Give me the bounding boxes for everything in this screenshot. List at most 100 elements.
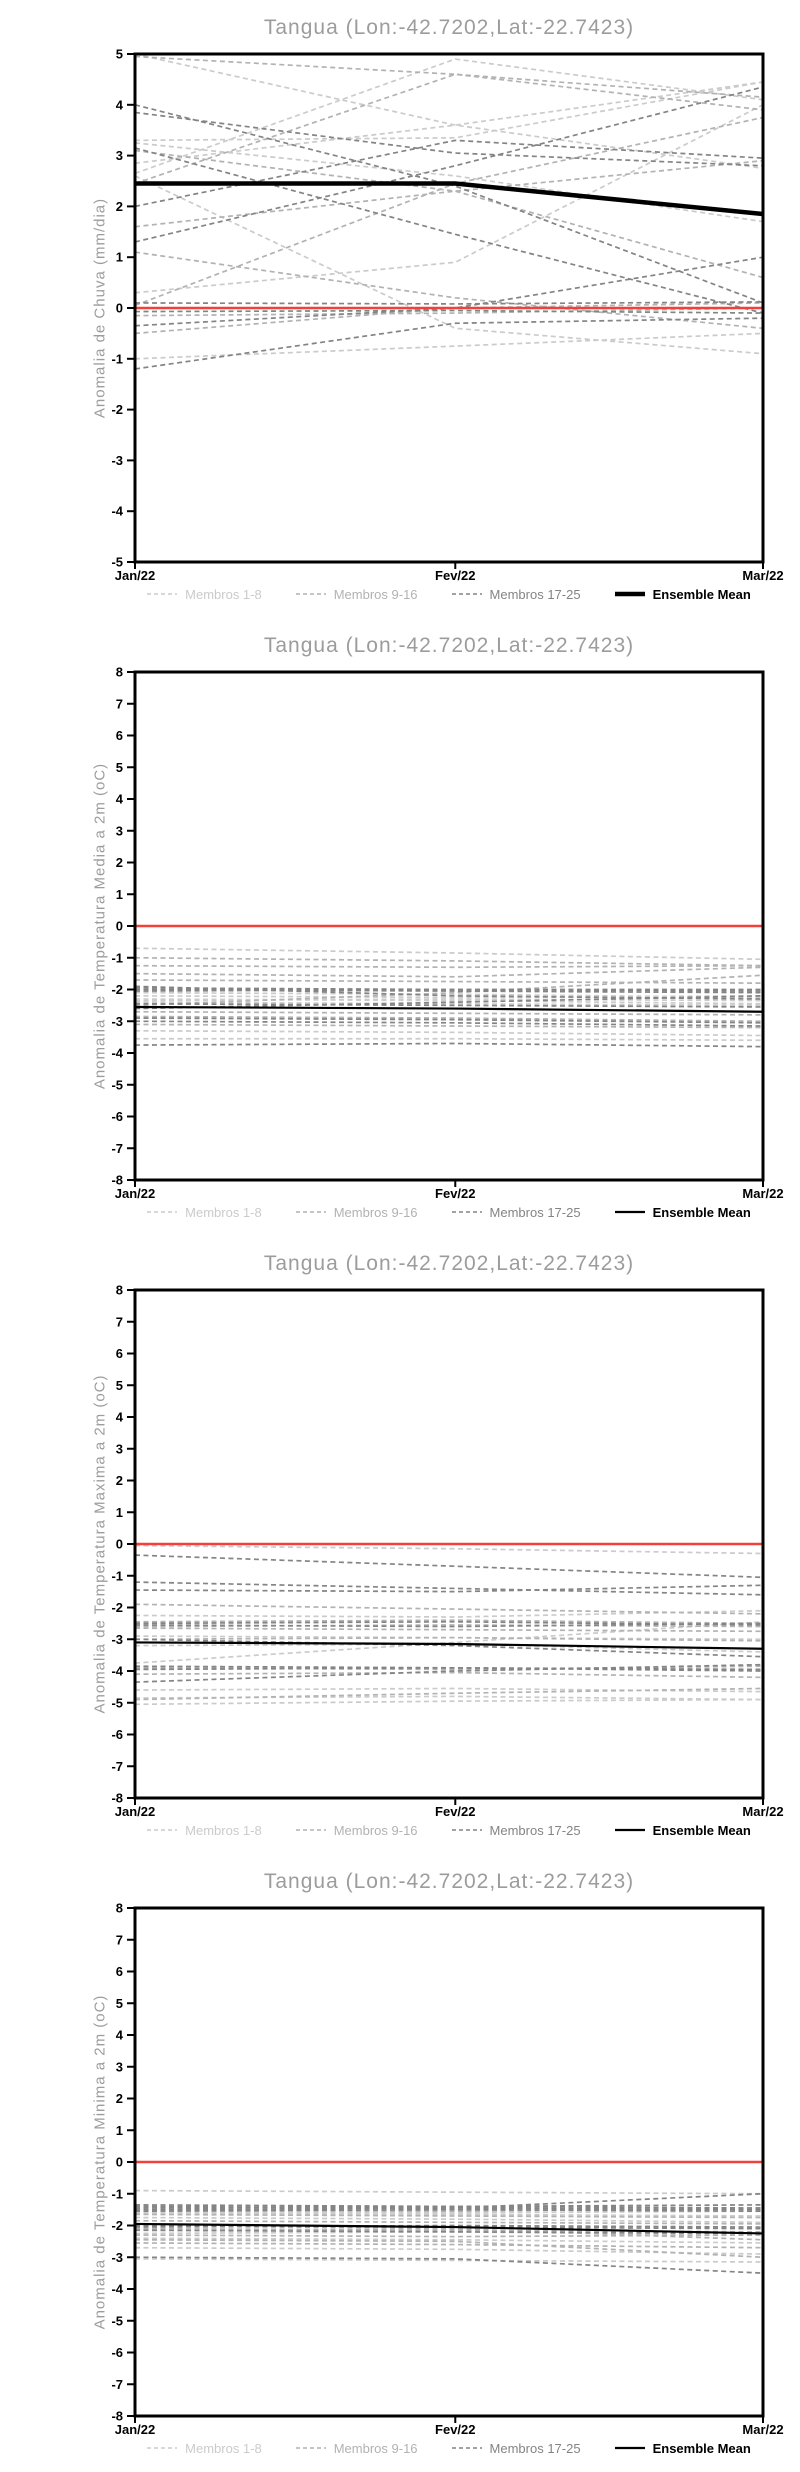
legend-label: Membros 9-16 [333, 586, 418, 602]
member-line [135, 1015, 763, 1023]
member-line [135, 1037, 763, 1042]
y-tick-label: -5 [111, 1077, 123, 1092]
member-line [135, 1620, 763, 1626]
member-line [135, 2256, 763, 2274]
dashed-line-sample-icon [147, 1211, 178, 1213]
y-tick-label: -8 [111, 1173, 123, 1188]
legend-item-membros-1-8: Membros 1-8 [147, 1205, 262, 1220]
x-tick-label: Jan/22 [115, 2422, 155, 2437]
mean-line-sample-icon [614, 1828, 645, 1832]
member-line [135, 1627, 763, 1633]
member-line [135, 256, 763, 327]
member-line [135, 1581, 763, 1596]
member-line [135, 1687, 763, 1693]
member-line [135, 979, 763, 984]
legend: Membros 1-8 Membros 9-16 Membros 17-25 Ense… [99, 2437, 799, 2459]
y-tick-label: 4 [116, 1410, 124, 1425]
member-line [135, 1687, 763, 1701]
series-group [135, 54, 763, 370]
member-line [135, 139, 763, 208]
member-line [135, 2219, 763, 2225]
y-tick-label: 3 [116, 148, 123, 163]
member-line [135, 1636, 763, 1642]
legend-label: Membros 1-8 [185, 1822, 262, 1838]
y-tick-label: -2 [111, 982, 123, 997]
chart-title: Tangua (Lon:-42.7202,Lat:-22.7423) [263, 634, 635, 657]
member-line [135, 1665, 763, 1672]
y-tick-label: -5 [111, 555, 123, 570]
legend-item-membros-17-25: Membros 17-25 [451, 586, 581, 602]
y-tick-label: 1 [116, 1505, 123, 1520]
member-line [135, 2204, 763, 2209]
member-line [135, 1638, 763, 1658]
y-tick-label: 6 [116, 1964, 123, 1979]
series-group [135, 2160, 763, 2274]
y-tick-label: -3 [111, 1632, 123, 1647]
chart-panel-temp-maxima-anomaly: Tangua (Lon:-42.7202,Lat:-22.7423) Anoma… [0, 1236, 800, 1854]
chart-panel-temp-media-anomaly: Tangua (Lon:-42.7202,Lat:-22.7423) Anoma… [0, 618, 800, 1236]
y-tick-label: 8 [116, 1901, 123, 1916]
y-tick-label: -4 [111, 1664, 123, 1679]
y-tick-label: 2 [116, 855, 123, 870]
member-line [135, 1620, 763, 1664]
member-line [135, 1663, 763, 1683]
y-tick-label: -7 [111, 2377, 123, 2392]
y-tick-label: 8 [116, 665, 123, 680]
y-tick-label: 0 [116, 919, 123, 934]
x-tick-label: Jan/22 [115, 568, 155, 583]
y-tick-label: -5 [111, 1695, 123, 1710]
legend-label: Membros 9-16 [333, 1204, 418, 1220]
legend-label: Membros 1-8 [185, 2440, 262, 2456]
legend-label: Ensemble Mean [652, 1822, 751, 1838]
legend-item-ensemble-mean: Ensemble Mean [614, 1822, 751, 1838]
x-tick-label: Mar/22 [742, 2422, 783, 2437]
x-tick-label: Fev/22 [435, 568, 475, 583]
member-line [135, 1010, 763, 1016]
member-line [135, 142, 763, 223]
member-line [135, 301, 763, 305]
dashed-line-sample-icon [451, 1211, 482, 1213]
dashed-line-sample-icon [295, 593, 326, 595]
y-tick-label: 5 [116, 1378, 123, 1393]
member-line [135, 2204, 763, 2209]
member-line [135, 2213, 763, 2219]
member-line [135, 54, 763, 170]
member-line [135, 2224, 763, 2228]
legend-item-ensemble-mean: Ensemble Mean [614, 2441, 751, 2456]
y-tick-label: -7 [111, 1141, 123, 1156]
member-line [135, 111, 763, 167]
y-tick-label: 6 [116, 1346, 123, 1361]
legend-label: Ensemble Mean [652, 1204, 751, 1220]
y-tick-label: 4 [116, 792, 124, 807]
legend-item-membros-1-8: Membros 1-8 [147, 1823, 262, 1838]
member-line [135, 1666, 763, 1671]
dashed-line-sample-icon [295, 1211, 326, 1213]
legend-label: Ensemble Mean [652, 586, 751, 602]
legend-label: Membros 17-25 [489, 586, 581, 602]
mean-line-sample-icon [614, 591, 645, 597]
y-tick-label: -6 [111, 1727, 123, 1742]
y-tick-label: -1 [111, 950, 123, 965]
legend-label: Membros 17-25 [489, 2440, 581, 2456]
member-line [135, 2189, 763, 2195]
y-tick-label: 5 [116, 760, 123, 775]
y-tick-label: 0 [116, 2155, 123, 2170]
x-tick-label: Jan/22 [115, 1804, 155, 1819]
member-line [135, 1619, 763, 1625]
legend-label: Membros 17-25 [489, 1822, 581, 1838]
member-line [135, 2210, 763, 2214]
member-line [135, 2229, 763, 2235]
chart-title: Tangua (Lon:-42.7202,Lat:-22.7423) [263, 16, 635, 39]
y-tick-label: -4 [111, 1046, 123, 1061]
dashed-line-sample-icon [147, 1829, 178, 1831]
x-tick-label: Fev/22 [435, 1186, 475, 1201]
member-line [135, 2242, 763, 2249]
y-tick-label: 5 [116, 47, 123, 62]
chart-panel-temp-minima-anomaly: Tangua (Lon:-42.7202,Lat:-22.7423) Anoma… [0, 1854, 800, 2472]
legend: Membros 1-8 Membros 9-16 Membros 17-25 Ense… [99, 1819, 799, 1841]
y-tick-label: 7 [116, 1932, 123, 1947]
y-tick-label: -7 [111, 1759, 123, 1774]
legend-item-membros-9-16: Membros 9-16 [295, 1823, 418, 1838]
